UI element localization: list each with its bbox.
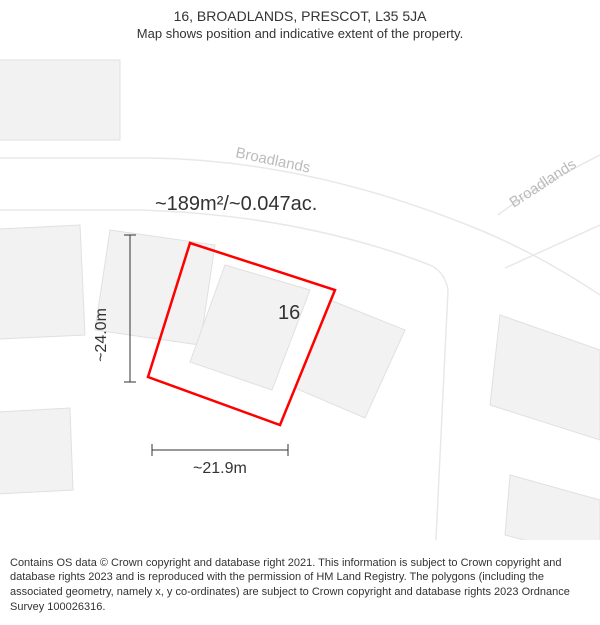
- building-shape: [0, 60, 120, 140]
- width-dimension-label: ~21.9m: [193, 460, 247, 478]
- building-shape: [295, 300, 405, 418]
- map-svg: [0, 0, 600, 540]
- road-edge: [0, 158, 600, 295]
- page-title: 16, BROADLANDS, PRESCOT, L35 5JA: [10, 8, 590, 24]
- map-canvas: Broadlands Broadlands ~189m²/~0.047ac. 1…: [0, 0, 600, 540]
- height-dimension-label: ~24.0m: [93, 308, 111, 362]
- plot-number: 16: [278, 302, 300, 325]
- building-shape: [0, 408, 73, 495]
- page-subtitle: Map shows position and indicative extent…: [10, 26, 590, 41]
- building-shape: [490, 315, 600, 440]
- building-shape: [0, 225, 85, 340]
- area-label: ~189m²/~0.047ac.: [155, 193, 317, 216]
- copyright-footer: Contains OS data © Crown copyright and d…: [0, 550, 600, 625]
- building-shape: [95, 230, 215, 345]
- building-shape: [505, 475, 600, 540]
- road-edge: [505, 225, 600, 268]
